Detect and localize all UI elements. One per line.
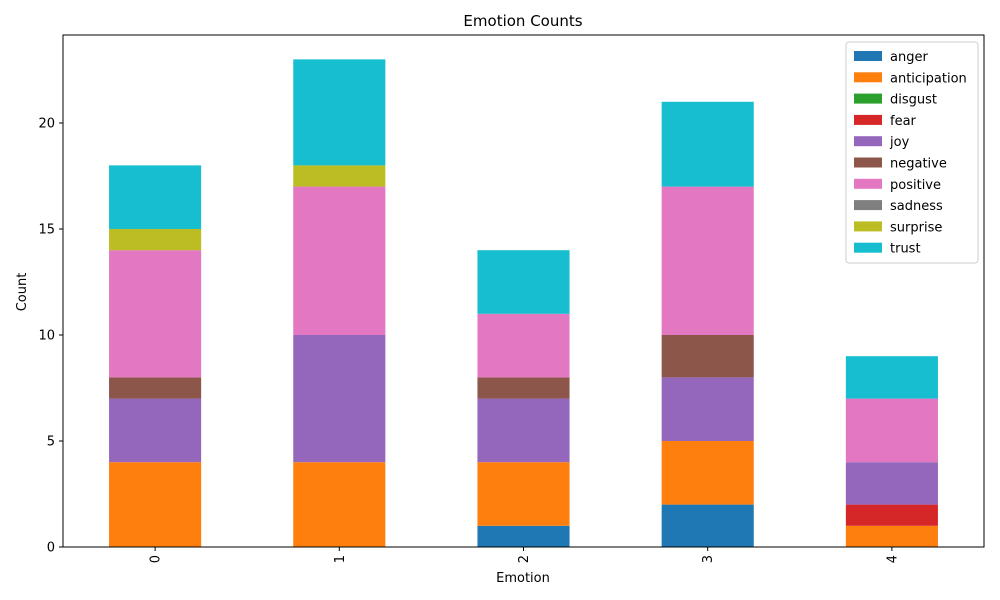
- legend-label-disgust: disgust: [890, 93, 937, 108]
- legend-swatch-positive: [854, 178, 882, 189]
- legend-swatch-sadness: [854, 200, 882, 211]
- bar-negative-2: [477, 377, 570, 399]
- legend-swatch-anger: [854, 51, 882, 61]
- y-tick-label: 20: [38, 116, 55, 131]
- axes-layer: 0 5 10 15 20 0 1 2 3 4: [38, 34, 985, 563]
- bar-fear-4: [845, 504, 938, 526]
- bar-positive-1: [293, 186, 386, 335]
- bar-trust-3: [661, 101, 754, 187]
- bar-joy-4: [845, 462, 938, 505]
- bar-anticipation-2: [477, 462, 570, 526]
- bar-anticipation-0: [109, 462, 202, 547]
- legend-label-trust: trust: [890, 242, 921, 257]
- bar-trust-4: [845, 356, 938, 399]
- legend-label-sadness: sadness: [890, 199, 943, 214]
- bar-joy-1: [293, 334, 386, 463]
- bar-joy-0: [109, 398, 202, 463]
- bar-joy-2: [477, 398, 570, 463]
- legend-swatch-anticipation: [854, 72, 882, 83]
- bar-positive-0: [109, 250, 202, 378]
- y-tick-label: 10: [38, 328, 55, 343]
- bar-anticipation-3: [661, 440, 754, 505]
- bar-anger-2: [477, 525, 570, 547]
- legend-swatch-negative: [854, 157, 882, 168]
- legend-swatch-trust: [854, 242, 882, 253]
- bar-positive-2: [477, 313, 570, 378]
- legend-label-negative: negative: [890, 157, 947, 172]
- x-tick-label: 3: [701, 555, 716, 563]
- x-tick-label: 0: [149, 555, 164, 563]
- legend-swatch-fear: [854, 114, 882, 125]
- bar-positive-3: [661, 186, 754, 335]
- y-tick-label: 5: [47, 434, 55, 449]
- legend-label-joy: joy: [889, 135, 910, 150]
- bars-layer: [109, 59, 938, 547]
- legend-label-anticipation: anticipation: [890, 71, 967, 86]
- legend-swatch-disgust: [854, 93, 882, 104]
- chart-title: Emotion Counts: [463, 12, 582, 30]
- legend-label-surprise: surprise: [890, 220, 942, 235]
- bar-negative-0: [109, 377, 202, 399]
- bar-anger-3: [661, 504, 754, 547]
- y-tick-label: 15: [38, 222, 55, 237]
- bar-trust-1: [293, 59, 386, 166]
- legend: anger anticipation disgust fear joy negative p…: [845, 41, 979, 264]
- y-axis-label: Count: [15, 273, 30, 312]
- legend-swatch-surprise: [854, 221, 882, 232]
- x-tick-label: 2: [517, 555, 532, 563]
- x-tick-label: 4: [885, 555, 900, 563]
- legend-swatch-joy: [854, 136, 882, 147]
- bar-negative-3: [661, 334, 754, 378]
- bar-anticipation-4: [845, 525, 938, 547]
- bar-trust-2: [477, 250, 570, 314]
- legend-label-fear: fear: [890, 114, 917, 129]
- x-tick-label: 1: [333, 555, 348, 563]
- legend-label-anger: anger: [890, 50, 928, 65]
- y-tick-label: 0: [47, 541, 55, 556]
- bar-surprise-0: [109, 228, 202, 251]
- bar-surprise-1: [293, 165, 386, 187]
- bar-trust-0: [109, 165, 202, 229]
- bar-joy-3: [661, 377, 754, 441]
- bar-positive-4: [845, 398, 938, 463]
- bar-anticipation-1: [293, 462, 386, 547]
- legend-label-positive: positive: [890, 178, 941, 193]
- x-axis-label: Emotion: [496, 571, 550, 586]
